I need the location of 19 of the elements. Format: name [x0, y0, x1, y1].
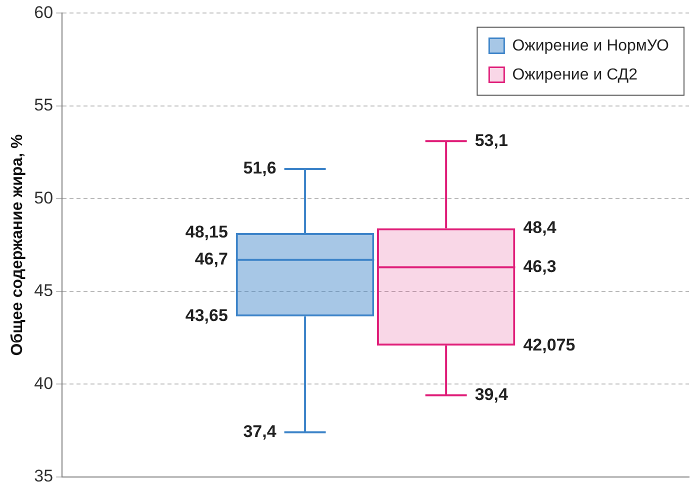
text: 48,15 [185, 222, 228, 242]
y-axis-title: Общее содержание жира, % [9, 134, 26, 356]
legend-label: Ожирение и НормУО [512, 38, 669, 55]
text: 51,6 [243, 158, 276, 178]
text: 46,3 [523, 256, 556, 276]
text: 42,075 [523, 335, 576, 354]
text: 46,7 [194, 250, 228, 269]
y-tick-label: 35 [34, 466, 54, 486]
y-tick-label: 40 [34, 374, 54, 393]
text: 37,4 [243, 422, 276, 441]
text: 39,4 [474, 384, 508, 404]
text: 53,1 [474, 130, 508, 150]
legend-label: Ожирение и СД2 [512, 66, 638, 84]
text: 48,4 [523, 218, 556, 237]
y-tick-label: 55 [34, 96, 54, 115]
y-tick-label: 60 [34, 2, 54, 22]
y-tick-label: 50 [34, 188, 54, 208]
y-tick-label: 45 [34, 281, 54, 300]
text: 43,65 [185, 306, 228, 326]
